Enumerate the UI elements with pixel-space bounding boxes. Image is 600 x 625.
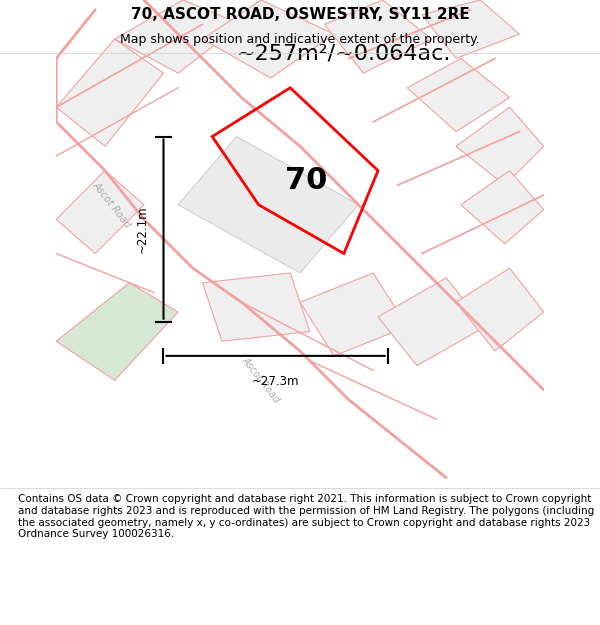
Text: Ascot Road: Ascot Road bbox=[91, 180, 133, 229]
Polygon shape bbox=[56, 171, 144, 254]
Text: 70: 70 bbox=[285, 166, 328, 195]
Text: 70, ASCOT ROAD, OSWESTRY, SY11 2RE: 70, ASCOT ROAD, OSWESTRY, SY11 2RE bbox=[131, 8, 469, 22]
Text: Map shows position and indicative extent of the property.: Map shows position and indicative extent… bbox=[120, 33, 480, 46]
Polygon shape bbox=[178, 136, 359, 273]
Polygon shape bbox=[378, 278, 485, 366]
Polygon shape bbox=[422, 0, 520, 59]
Text: Ascot Road: Ascot Road bbox=[240, 356, 282, 405]
Text: ~27.3m: ~27.3m bbox=[252, 376, 299, 388]
Text: Contains OS data © Crown copyright and database right 2021. This information is : Contains OS data © Crown copyright and d… bbox=[18, 494, 594, 539]
Text: ~257m²/~0.064ac.: ~257m²/~0.064ac. bbox=[236, 44, 451, 64]
Polygon shape bbox=[325, 0, 431, 73]
Polygon shape bbox=[115, 0, 241, 73]
Polygon shape bbox=[300, 273, 407, 356]
Polygon shape bbox=[456, 268, 544, 351]
Polygon shape bbox=[456, 107, 544, 185]
Polygon shape bbox=[202, 273, 310, 341]
Text: ~22.1m: ~22.1m bbox=[136, 205, 149, 253]
Polygon shape bbox=[461, 171, 544, 244]
Polygon shape bbox=[56, 39, 163, 146]
Polygon shape bbox=[407, 59, 509, 132]
Polygon shape bbox=[202, 0, 334, 78]
Polygon shape bbox=[56, 282, 178, 380]
